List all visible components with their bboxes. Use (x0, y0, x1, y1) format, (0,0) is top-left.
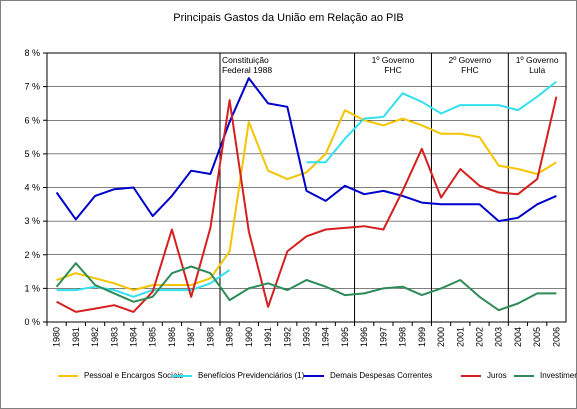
x-tick-label: 2001 (455, 327, 465, 347)
x-tick-label: 1981 (71, 327, 81, 347)
period-annotation: 2º Governo (448, 55, 491, 65)
series-line-3 (55, 77, 557, 223)
x-tick-label: 2000 (436, 327, 446, 347)
legend-label: Benefícios Previdenciários (1) (198, 371, 305, 380)
y-tick-label: 2 % (24, 250, 40, 260)
x-tick-label: 1984 (129, 327, 139, 347)
x-tick-label: 1991 (263, 327, 273, 347)
y-tick-label: 5 % (24, 149, 40, 159)
period-annotation: FHC (461, 65, 478, 75)
x-tick-label: 1998 (398, 327, 408, 347)
period-annotation: FHC (384, 65, 401, 75)
x-tick-label: 1996 (359, 327, 369, 347)
y-tick-label: 3 % (24, 216, 40, 226)
x-tick-label: 1992 (282, 327, 292, 347)
legend-item: Investimentos (514, 371, 577, 380)
period-annotation: Constituição (222, 55, 269, 65)
legend-item: Benefícios Previdenciários (1) (172, 371, 304, 380)
x-tick-label: 1982 (90, 327, 100, 347)
x-tick-label: 2002 (475, 327, 485, 347)
x-tick-label: 1990 (244, 327, 254, 347)
y-tick-label: 8 % (24, 48, 40, 58)
x-tick-label: 1995 (340, 327, 350, 347)
x-tick-label: 1997 (378, 327, 388, 347)
series-line-2 (56, 80, 558, 298)
legend-swatch (58, 374, 78, 377)
period-annotation: Federal 1988 (222, 65, 272, 75)
y-tick-label: 0 % (24, 317, 40, 327)
x-tick-label: 1999 (417, 327, 427, 347)
x-tick-label: 1985 (148, 327, 158, 347)
period-annotation: Lula (529, 65, 545, 75)
legend-label: Investimentos (540, 371, 577, 380)
x-tick-label: 1983 (109, 327, 119, 347)
x-tick-label: 1988 (205, 327, 215, 347)
x-tick-label: 1989 (225, 327, 235, 347)
x-tick-label: 2006 (551, 327, 561, 347)
x-tick-label: 2005 (532, 327, 542, 347)
series-line-1 (56, 109, 557, 292)
chart-title: Principais Gastos da União em Relação ao… (173, 12, 404, 24)
y-tick-label: 4 % (24, 183, 40, 193)
x-tick-label: 2003 (494, 327, 504, 347)
legend-swatch (304, 374, 324, 377)
legend-label: Pessoal e Encargos Sociais (84, 371, 184, 380)
legend-swatch (514, 374, 534, 377)
legend-item: Juros (461, 371, 507, 380)
y-tick-label: 6 % (24, 115, 40, 125)
legend-swatch (172, 374, 192, 377)
x-tick-label: 2004 (513, 327, 523, 347)
x-tick-label: 1993 (302, 327, 312, 347)
x-tick-label: 1994 (321, 327, 331, 347)
x-tick-label: 1986 (167, 327, 177, 347)
legend-item: Pessoal e Encargos Sociais (58, 371, 183, 380)
period-annotation: 1º Governo (372, 55, 415, 65)
y-tick-label: 1 % (24, 283, 40, 293)
legend-item: Demais Despesas Correntes (304, 371, 432, 380)
legend-swatch (461, 374, 481, 377)
x-tick-label: 1980 (52, 327, 62, 347)
legend: Pessoal e Encargos Sociais Benefícios Pre… (0, 371, 577, 387)
x-tick-label: 1987 (186, 327, 196, 347)
legend-label: Juros (487, 371, 507, 380)
y-tick-label: 7 % (24, 82, 40, 92)
series-line-5 (55, 262, 557, 312)
legend-label: Demais Despesas Correntes (330, 371, 433, 380)
series-line-4 (56, 96, 558, 313)
period-annotation: 1º Governo (516, 55, 559, 65)
